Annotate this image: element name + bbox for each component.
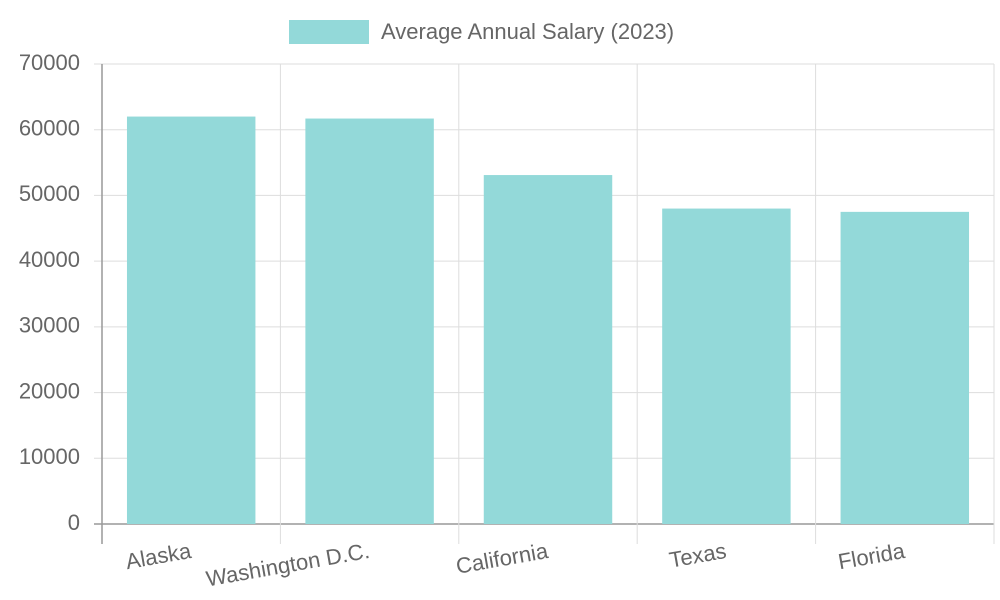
- bar: [126, 116, 256, 525]
- bar: [840, 211, 970, 524]
- x-tick-label: Florida: [836, 538, 907, 574]
- y-tick-label: 30000: [19, 313, 80, 338]
- y-tick-label: 20000: [19, 378, 80, 403]
- x-tick-label: Texas: [667, 538, 728, 573]
- y-tick-label: 40000: [19, 247, 80, 272]
- legend-label: Average Annual Salary (2023): [381, 19, 674, 44]
- y-tick-label: 70000: [19, 50, 80, 75]
- bar: [483, 175, 613, 525]
- x-tick-label: Alaska: [124, 538, 194, 574]
- y-tick-label: 0: [68, 510, 80, 535]
- x-tick-label: Washington D.C.: [204, 538, 371, 591]
- y-tick-label: 50000: [19, 181, 80, 206]
- bar: [662, 208, 791, 525]
- x-tick-label: California: [454, 538, 551, 579]
- y-tick-label: 10000: [19, 444, 80, 469]
- bar: [305, 118, 434, 525]
- legend-swatch: [289, 20, 369, 44]
- y-tick-label: 60000: [19, 116, 80, 141]
